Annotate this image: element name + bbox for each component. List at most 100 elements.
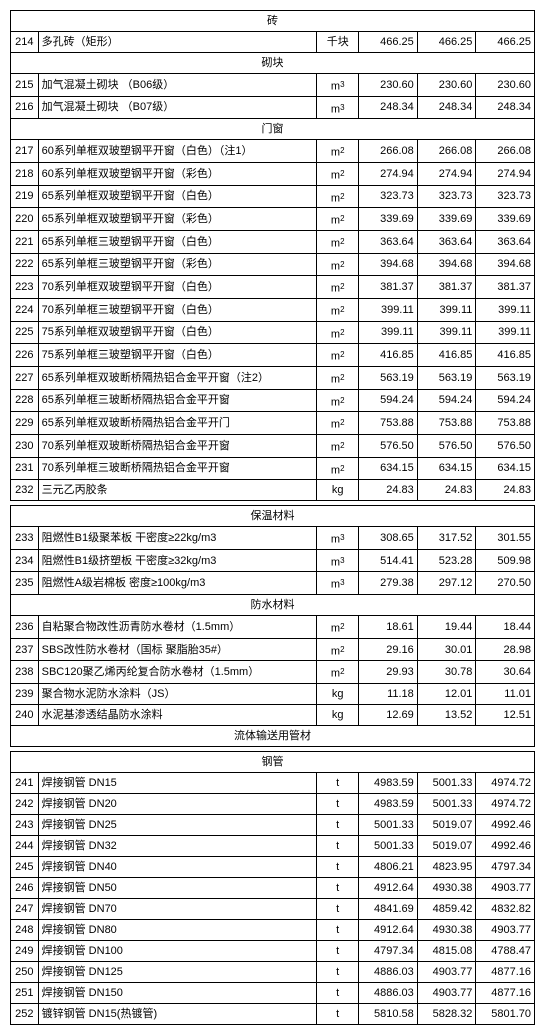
value-2: 323.73 bbox=[417, 185, 476, 208]
table-row: 21860系列单框双玻塑钢平开窗（彩色）m2274.94274.94274.94 bbox=[11, 162, 535, 185]
value-3: 394.68 bbox=[476, 253, 535, 276]
unit: 千块 bbox=[317, 32, 359, 53]
value-2: 4930.38 bbox=[417, 920, 476, 941]
material-desc: 65系列单框三玻塑钢平开窗（白色） bbox=[38, 230, 317, 253]
value-2: 523.28 bbox=[417, 549, 476, 572]
row-number: 228 bbox=[11, 389, 39, 412]
value-2: 19.44 bbox=[417, 616, 476, 639]
table-row: 233阻燃性B1级聚苯板 干密度≥22kg/m3m3308.65317.5230… bbox=[11, 527, 535, 550]
table-row: 砖 bbox=[11, 11, 535, 32]
row-number: 236 bbox=[11, 616, 39, 639]
unit: m2 bbox=[317, 344, 359, 367]
value-2: 5001.33 bbox=[417, 773, 476, 794]
row-number: 218 bbox=[11, 162, 39, 185]
material-desc: 65系列单框三玻塑钢平开窗（彩色） bbox=[38, 253, 317, 276]
row-number: 214 bbox=[11, 32, 39, 53]
section-header: 砖 bbox=[11, 11, 535, 32]
value-3: 634.15 bbox=[476, 457, 535, 480]
table-row: 保温材料 bbox=[11, 506, 535, 527]
value-2: 363.64 bbox=[417, 230, 476, 253]
table-row: 215加气混凝土砌块 （B06级）m3230.60230.60230.60 bbox=[11, 74, 535, 97]
table-row: 砌块 bbox=[11, 53, 535, 74]
table-row: 244焊接钢管 DN32t5001.335019.074992.46 bbox=[11, 836, 535, 857]
value-1: 24.83 bbox=[359, 480, 418, 501]
table-row: 232三元乙丙胶条kg24.8324.8324.83 bbox=[11, 480, 535, 501]
value-2: 317.52 bbox=[417, 527, 476, 550]
value-3: 270.50 bbox=[476, 572, 535, 595]
value-1: 4841.69 bbox=[359, 899, 418, 920]
table-row: 245焊接钢管 DN40t4806.214823.954797.34 bbox=[11, 857, 535, 878]
table-row: 237SBS改性防水卷材（国标 聚脂胎35#）m229.1630.0128.98 bbox=[11, 638, 535, 661]
unit: m2 bbox=[317, 253, 359, 276]
value-3: 4903.77 bbox=[476, 920, 535, 941]
value-1: 381.37 bbox=[359, 276, 418, 299]
unit: m2 bbox=[317, 208, 359, 231]
table-row: 22575系列单框双玻塑钢平开窗（白色）m2399.11399.11399.11 bbox=[11, 321, 535, 344]
unit: kg bbox=[317, 705, 359, 726]
row-number: 247 bbox=[11, 899, 39, 920]
value-3: 4903.77 bbox=[476, 878, 535, 899]
unit: t bbox=[317, 941, 359, 962]
value-2: 339.69 bbox=[417, 208, 476, 231]
unit: m2 bbox=[317, 661, 359, 684]
unit: t bbox=[317, 878, 359, 899]
material-desc: 70系列单框双玻塑钢平开窗（白色） bbox=[38, 276, 317, 299]
row-number: 245 bbox=[11, 857, 39, 878]
row-number: 240 bbox=[11, 705, 39, 726]
value-1: 323.73 bbox=[359, 185, 418, 208]
table-row: 22370系列单框双玻塑钢平开窗（白色）m2381.37381.37381.37 bbox=[11, 276, 535, 299]
row-number: 234 bbox=[11, 549, 39, 572]
unit: t bbox=[317, 1004, 359, 1025]
value-1: 394.68 bbox=[359, 253, 418, 276]
value-2: 248.34 bbox=[417, 96, 476, 119]
section-header: 流体输送用管材 bbox=[11, 726, 535, 747]
table-row: 239聚合物水泥防水涂料（JS）kg11.1812.0111.01 bbox=[11, 684, 535, 705]
value-2: 399.11 bbox=[417, 298, 476, 321]
row-number: 224 bbox=[11, 298, 39, 321]
table-row: 241焊接钢管 DN15t4983.595001.334974.72 bbox=[11, 773, 535, 794]
material-desc: 焊接钢管 DN80 bbox=[38, 920, 317, 941]
unit: m3 bbox=[317, 549, 359, 572]
value-1: 339.69 bbox=[359, 208, 418, 231]
row-number: 242 bbox=[11, 794, 39, 815]
value-1: 4886.03 bbox=[359, 962, 418, 983]
value-3: 11.01 bbox=[476, 684, 535, 705]
material-desc: 70系列单框三玻断桥隔热铝合金平开窗 bbox=[38, 457, 317, 480]
row-number: 244 bbox=[11, 836, 39, 857]
value-1: 230.60 bbox=[359, 74, 418, 97]
material-desc: 焊接钢管 DN50 bbox=[38, 878, 317, 899]
row-number: 241 bbox=[11, 773, 39, 794]
row-number: 252 bbox=[11, 1004, 39, 1025]
value-1: 4806.21 bbox=[359, 857, 418, 878]
value-1: 514.41 bbox=[359, 549, 418, 572]
row-number: 229 bbox=[11, 412, 39, 435]
value-1: 248.34 bbox=[359, 96, 418, 119]
value-1: 4912.64 bbox=[359, 920, 418, 941]
value-2: 266.08 bbox=[417, 140, 476, 163]
value-1: 576.50 bbox=[359, 434, 418, 457]
value-3: 301.55 bbox=[476, 527, 535, 550]
material-desc: 65系列单框双玻断桥隔热铝合金平开门 bbox=[38, 412, 317, 435]
table-row: 243焊接钢管 DN25t5001.335019.074992.46 bbox=[11, 815, 535, 836]
material-desc: 多孔砖（矩形） bbox=[38, 32, 317, 53]
table-row: 23070系列单框双玻断桥隔热铝合金平开窗m2576.50576.50576.5… bbox=[11, 434, 535, 457]
value-2: 399.11 bbox=[417, 321, 476, 344]
value-3: 4797.34 bbox=[476, 857, 535, 878]
material-desc: 65系列单框三玻断桥隔热铝合金平开窗 bbox=[38, 389, 317, 412]
section-header: 钢管 bbox=[11, 752, 535, 773]
value-2: 381.37 bbox=[417, 276, 476, 299]
unit: m2 bbox=[317, 434, 359, 457]
value-3: 4974.72 bbox=[476, 794, 535, 815]
material-desc: 三元乙丙胶条 bbox=[38, 480, 317, 501]
value-2: 4903.77 bbox=[417, 962, 476, 983]
table-row: 流体输送用管材 bbox=[11, 726, 535, 747]
table-row: 22965系列单框双玻断桥隔热铝合金平开门m2753.88753.88753.8… bbox=[11, 412, 535, 435]
value-2: 466.25 bbox=[417, 32, 476, 53]
row-number: 225 bbox=[11, 321, 39, 344]
table-row: 248焊接钢管 DN80t4912.644930.384903.77 bbox=[11, 920, 535, 941]
value-1: 416.85 bbox=[359, 344, 418, 367]
value-3: 230.60 bbox=[476, 74, 535, 97]
unit: m2 bbox=[317, 389, 359, 412]
row-number: 223 bbox=[11, 276, 39, 299]
value-1: 5001.33 bbox=[359, 836, 418, 857]
